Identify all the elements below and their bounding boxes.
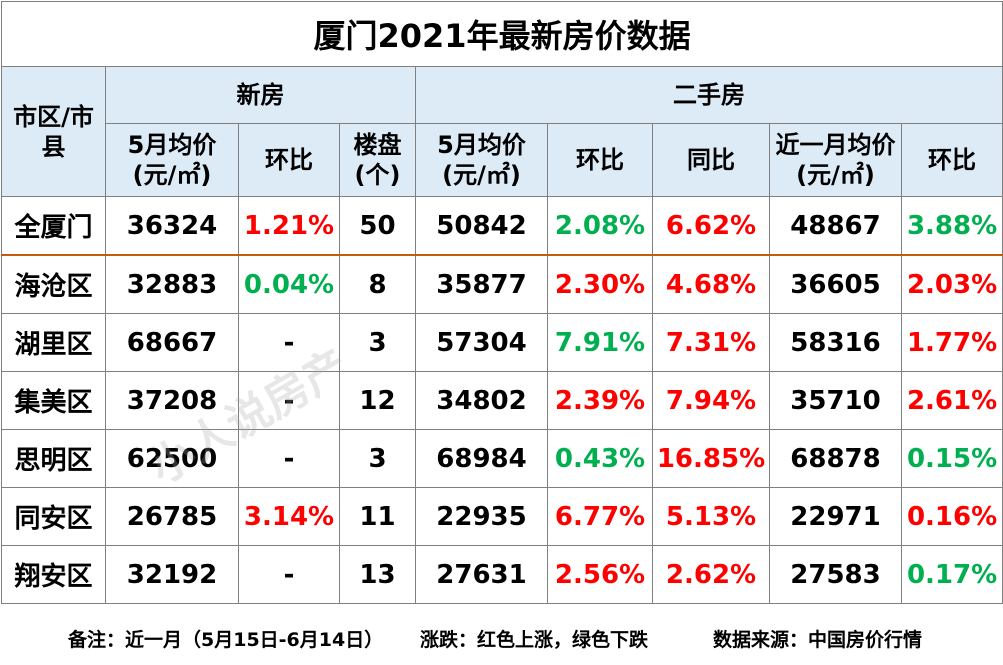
sh-mom-cell: 2.56% (547, 545, 653, 604)
month-avg-cell: 22971 (769, 487, 902, 546)
new-mom-cell: - (238, 313, 340, 372)
new-mom-cell: 1.21% (238, 196, 340, 256)
second-hand-header: 二手房 (414, 66, 1003, 124)
new-projects-header: 楼盘(个) (339, 123, 416, 197)
sh-avg-header: 5月均价(元/㎡) (415, 123, 548, 197)
footer-legend: 涨跌：红色上涨，绿色下跌 (420, 629, 649, 651)
footer-source: 数据来源：中国房价行情 (713, 629, 923, 651)
new-house-header: 新房 (105, 66, 416, 124)
sh-yoy-cell: 16.85% (652, 429, 770, 488)
new-avg-cell: 68667 (105, 313, 239, 372)
projects-cell: 11 (339, 487, 416, 546)
month-avg-cell: 27583 (769, 545, 902, 604)
table-row: 思明区 62500-3 68984 0.43% 16.85% 68878 0.15% (1, 429, 1003, 488)
new-avg-cell: 36324 (105, 196, 239, 256)
sh-avg-cell: 68984 (415, 429, 548, 488)
month-avg-cell: 68878 (769, 429, 902, 488)
projects-cell: 12 (339, 371, 416, 430)
table-row: 海沧区 32883 0.04% 8 35877 2.30% 4.68% 36605 2.03% (1, 254, 1003, 314)
price-table: 厦门2021年最新房价数据 市区/市县 新房 二手房 5月均价(元/㎡) 环比 … (0, 1, 1003, 604)
sh-mom-cell: 7.91% (547, 313, 653, 372)
sh-yoy-header: 同比 (652, 123, 770, 197)
table-row: 全厦门 36324 1.21% 50 50842 2.08% 6.62% 48867 3.88% (1, 196, 1003, 256)
projects-cell: 3 (339, 313, 416, 372)
new-avg-cell: 62500 (105, 429, 239, 488)
city-cell: 同安区 (1, 487, 106, 546)
sh-avg-cell: 27631 (415, 545, 548, 604)
projects-cell: 3 (339, 429, 416, 488)
city-cell: 全厦门 (1, 196, 106, 256)
sh-yoy-cell: 5.13% (652, 487, 770, 546)
table-row: 翔安区 32192-13 27631 2.56% 2.62% 27583 0.17% (1, 545, 1003, 604)
city-cell: 思明区 (1, 429, 106, 488)
sh-mom-cell: 2.30% (547, 254, 653, 314)
sh-avg-cell: 57304 (415, 313, 548, 372)
sh-month-mom-header: 环比 (900, 123, 1003, 197)
table-body: 全厦门 36324 1.21% 50 50842 2.08% 6.62% 48867 3.88%… (1, 196, 1003, 604)
month-mom-cell: 3.88% (900, 196, 1003, 256)
sh-avg-cell: 22935 (415, 487, 548, 546)
sh-avg-cell: 34802 (415, 371, 548, 430)
projects-cell: 8 (339, 254, 416, 314)
region-header: 市区/市县 (1, 66, 106, 197)
table-row: 集美区 37208-12 34802 2.39% 7.94% 35710 2.61% (1, 371, 1003, 430)
new-mom-cell: 0.04% (238, 254, 340, 314)
month-mom-cell: 0.17% (900, 545, 1003, 604)
sh-yoy-cell: 2.62% (652, 545, 770, 604)
new-mom-cell: - (238, 545, 340, 604)
new-mom-cell: - (238, 429, 340, 488)
footer-note: 备注：近一月（5月15日-6月14日） (68, 629, 384, 651)
sh-mom-cell: 6.77% (547, 487, 653, 546)
new-avg-header: 5月均价(元/㎡) (105, 123, 239, 197)
month-avg-cell: 36605 (769, 254, 902, 314)
sh-avg-cell: 35877 (415, 254, 548, 314)
city-cell: 湖里区 (1, 313, 106, 372)
city-cell: 海沧区 (1, 254, 106, 314)
month-mom-cell: 0.16% (900, 487, 1003, 546)
new-avg-cell: 37208 (105, 371, 239, 430)
new-mom-header: 环比 (238, 123, 340, 197)
projects-cell: 13 (339, 545, 416, 604)
month-avg-cell: 35710 (769, 371, 902, 430)
sh-avg-cell: 50842 (415, 196, 548, 256)
projects-cell: 50 (339, 196, 416, 256)
sh-yoy-cell: 7.31% (652, 313, 770, 372)
month-mom-cell: 2.61% (900, 371, 1003, 430)
city-cell: 集美区 (1, 371, 106, 430)
sh-yoy-cell: 4.68% (652, 254, 770, 314)
sh-mom-cell: 2.08% (547, 196, 653, 256)
sh-yoy-cell: 7.94% (652, 371, 770, 430)
table-row: 同安区 26785 3.14% 11 22935 6.77% 5.13% 22971 0.16% (1, 487, 1003, 546)
new-mom-cell: - (238, 371, 340, 430)
month-mom-cell: 1.77% (900, 313, 1003, 372)
month-avg-cell: 58316 (769, 313, 902, 372)
table-title: 厦门2021年最新房价数据 (0, 1, 1003, 67)
month-mom-cell: 0.15% (900, 429, 1003, 488)
sh-mom-header: 环比 (547, 123, 653, 197)
new-mom-cell: 3.14% (238, 487, 340, 546)
city-cell: 翔安区 (1, 545, 106, 604)
month-mom-cell: 2.03% (900, 254, 1003, 314)
new-avg-cell: 32192 (105, 545, 239, 604)
new-avg-cell: 26785 (105, 487, 239, 546)
table-row: 湖里区 68667-3 57304 7.91% 7.31% 58316 1.77% (1, 313, 1003, 372)
new-avg-cell: 32883 (105, 254, 239, 314)
sh-mom-cell: 2.39% (547, 371, 653, 430)
footer: 备注：近一月（5月15日-6月14日） 涨跌：红色上涨，绿色下跌 数据来源：中国… (0, 620, 1003, 660)
sh-mom-cell: 0.43% (547, 429, 653, 488)
month-avg-cell: 48867 (769, 196, 902, 256)
sh-yoy-cell: 6.62% (652, 196, 770, 256)
sh-month-avg-header: 近一月均价(元/㎡) (769, 123, 902, 197)
